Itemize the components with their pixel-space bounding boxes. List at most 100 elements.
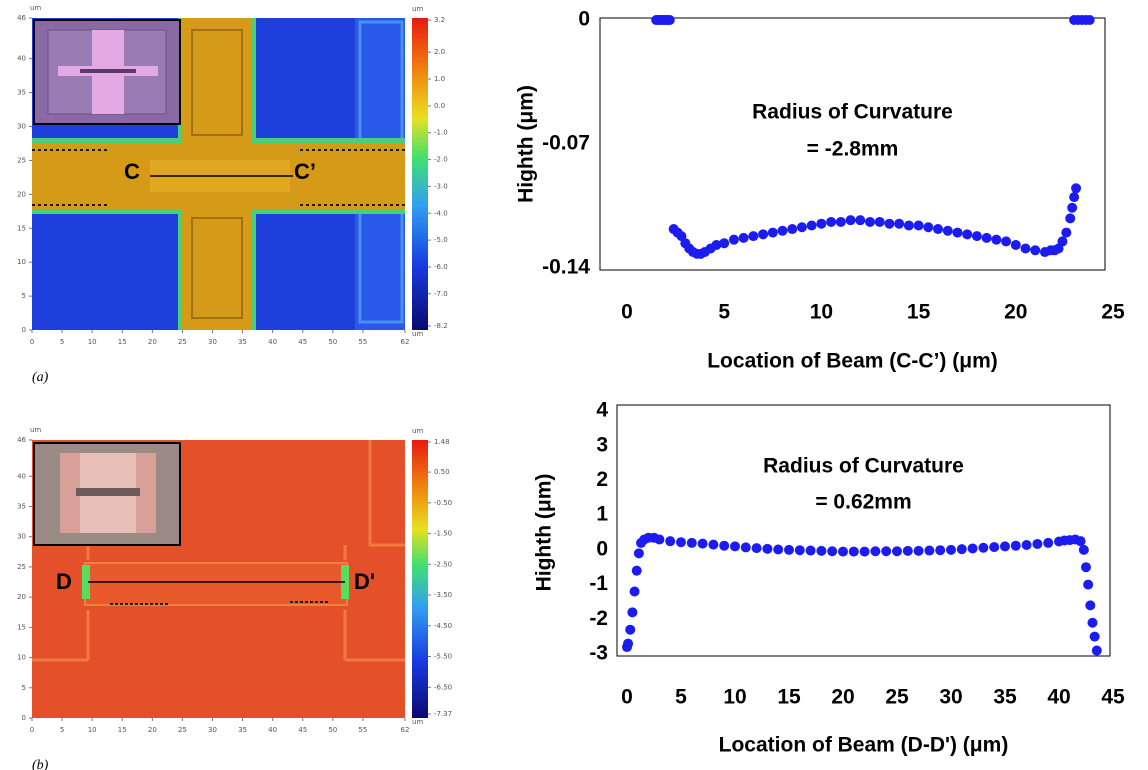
data-point [1075,536,1086,547]
y-tick-label: 35 [17,502,26,510]
data-point [991,234,1002,245]
data-point [1043,537,1054,548]
colorbar-tick-label: -3.50 [434,591,452,599]
colorbar-unit: um [412,5,423,13]
axis-unit: um [30,426,41,434]
data-point [1030,245,1041,256]
data-point [838,546,848,557]
data-point [884,218,895,229]
x-tick-label: 25 [178,726,187,734]
y-tick-label: 20 [17,190,26,198]
data-point [952,227,963,238]
x-axis-label: Location of Beam (D-D') (μm) [719,734,1009,757]
colorbar-tick-label: -2.0 [434,156,448,164]
data-point [623,638,634,649]
y-tick-label: 15 [17,224,26,232]
y-tick-label: 46 [17,14,26,22]
colorbar-tick-label: -0.50 [434,499,452,507]
x-tick-label: 50 [328,338,337,346]
x-tick-label: 30 [939,686,962,709]
y-tick-label: 4 [596,399,608,422]
data-point [865,216,875,227]
data-point [1057,236,1068,247]
y-tick-label: 15 [17,623,26,631]
annotation: = -2.8mm [807,138,899,161]
data-point [845,215,856,226]
data-point [933,224,944,235]
data-point [631,565,642,576]
data-point [719,238,730,249]
x-tick-label: 5 [60,338,64,346]
data-point [1084,15,1095,25]
x-tick-label: 15 [118,726,127,734]
x-tick-label: 20 [1004,301,1027,324]
x-tick-label: 15 [907,301,931,324]
y-tick-label: 25 [17,156,26,164]
x-tick-label: 25 [885,686,909,709]
data-point [796,222,807,233]
height-map-a [32,18,428,330]
x-tick-label: 55 [358,338,367,346]
data-point [686,537,697,548]
data-point [971,231,982,242]
data-point [1083,579,1094,590]
data-point [676,537,686,548]
x-tick-label: 25 [178,338,187,346]
colorbar-tick-label: 0.0 [434,102,445,110]
data-point [806,220,817,231]
x-axis-label: Location of Beam (C-C’) (μm) [707,350,998,373]
plot-frame [599,17,1106,271]
colorbar-tick-label: -4.0 [434,209,448,217]
x-tick-label: 0 [30,338,34,346]
y-tick-label: 5 [22,292,26,300]
data-point [826,216,837,227]
x-tick-label: 45 [298,338,307,346]
data-point [629,586,640,597]
colorbar-tick-label: 1.0 [434,75,445,83]
data-point [924,545,935,556]
data-point [740,542,751,553]
colorbar-tick-label: -1.0 [434,129,448,137]
data-point [1065,213,1076,224]
data-point [1089,631,1100,642]
x-tick-label: 0 [621,686,633,709]
data-point [870,546,881,557]
data-point [730,541,740,552]
data-point [787,224,798,235]
data-point [903,220,914,231]
data-point [758,229,769,240]
data-point [711,239,722,250]
data-point [728,234,739,245]
y-tick-label: 25 [17,563,26,571]
data-point [1010,540,1021,551]
data-point [762,543,773,554]
data-point [1071,183,1082,194]
x-tick-label: 10 [88,338,97,346]
data-point [697,538,708,549]
data-point [935,545,946,556]
data-point [627,607,638,618]
x-tick-label: 45 [298,726,307,734]
data-point [981,232,992,243]
x-tick-label: 35 [238,338,247,346]
x-tick-label: 10 [810,301,833,324]
colorbar-tick-label: -5.0 [434,236,448,244]
x-tick-label: 40 [268,726,277,734]
colorbar-tick-label: 2.0 [434,48,445,56]
data-point [978,542,989,553]
y-tick-label: 10 [17,258,26,266]
data-point [664,15,675,25]
data-point [874,216,885,227]
y-tick-label: -1 [589,572,608,595]
data-point [738,232,749,243]
x-tick-label: 15 [777,686,801,709]
data-point [805,545,816,556]
annotation: = 0.62mm [815,491,911,514]
colorbar-tick-label: -3.0 [434,182,448,190]
data-point [1078,544,1089,555]
y-tick-label: 2 [596,468,608,491]
colorbar-unit: um [412,718,423,726]
x-tick-label: 45 [1101,686,1125,709]
x-tick-label: 40 [268,338,277,346]
